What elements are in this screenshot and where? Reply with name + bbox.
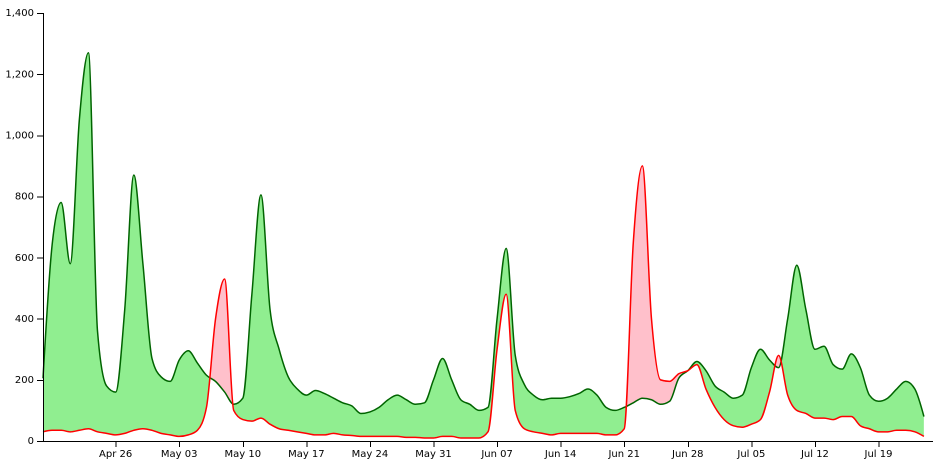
red-series-line: [42, 165, 925, 439]
y-tick-label: 1,000: [5, 130, 34, 141]
x-tick-label: May 31: [415, 449, 452, 460]
x-tick-label: Jul 12: [800, 449, 829, 460]
y-tick-label: 600: [15, 253, 34, 264]
x-tick-label: Jul 05: [736, 449, 765, 460]
y-tick-label: 1,200: [5, 69, 34, 80]
y-tick-label: 800: [15, 192, 34, 203]
x-tick-label: May 10: [225, 449, 262, 460]
y-axis: 0 200 400 600 800 1,000 1,200 1,400: [5, 8, 44, 447]
x-tick-label: Jun 14: [544, 449, 577, 460]
y-tick-label: 0: [28, 436, 34, 447]
x-tick-label: May 17: [288, 449, 325, 460]
plot-area: [42, 51, 925, 439]
x-tick-label: May 03: [161, 449, 198, 460]
green-series-line: [42, 51, 925, 417]
x-tick-label: Jun 28: [671, 449, 704, 460]
y-tick-label: 200: [15, 375, 34, 386]
x-tick-label: Apr 26: [99, 449, 132, 460]
x-tick-label: May 24: [352, 449, 389, 460]
y-tick-label: 1,400: [5, 8, 34, 19]
x-axis: Apr 26 May 03 May 10 May 17 May 24 May 31 Jun …: [43, 441, 933, 460]
y-tick-label: 400: [15, 314, 34, 325]
green-surplus-area: [43, 52, 924, 438]
x-tick-label: Jun 07: [480, 449, 513, 460]
x-tick-label: Jun 21: [607, 449, 640, 460]
x-tick-label: Jul 19: [864, 449, 893, 460]
